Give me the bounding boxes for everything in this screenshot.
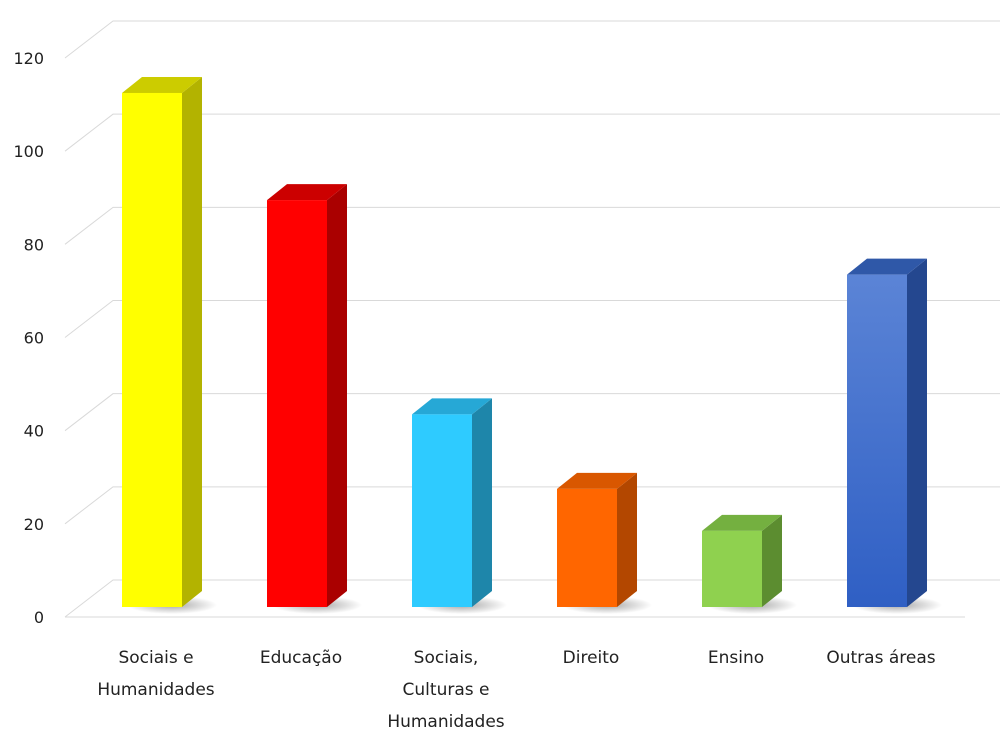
bar-side [472, 398, 492, 607]
y-tick-label: 0 [34, 608, 44, 627]
bar-front [847, 274, 907, 607]
x-tick-label: Outras áreas [826, 648, 935, 668]
y-tick-label: 100 [13, 142, 44, 161]
gridline [64, 20, 1000, 59]
x-tick-label: Sociais, Culturas e Humanidades [387, 648, 504, 732]
x-tick-label-line: Humanidades [97, 680, 214, 700]
x-tick-label-line: Sociais, [414, 648, 479, 668]
bar [267, 184, 362, 614]
bar-side [617, 472, 637, 607]
bar-front [267, 200, 327, 607]
bar [412, 398, 507, 614]
bar-top [412, 398, 492, 415]
gridlines [64, 20, 1000, 618]
bars [122, 76, 942, 614]
gridline [64, 113, 1000, 152]
x-tick-label-line: Ensino [708, 648, 764, 668]
bar [122, 76, 217, 614]
bar [557, 472, 652, 614]
bar-top [847, 258, 927, 275]
x-axis: Sociais e Humanidades Educação Sociais, Cult… [97, 648, 935, 732]
x-tick-label: Ensino [708, 648, 764, 668]
bar-front [412, 414, 472, 607]
bar-front [122, 92, 182, 607]
gridline [64, 300, 1000, 338]
x-tick-label: Educação [260, 648, 342, 668]
bar-side [182, 76, 202, 607]
gridline [64, 393, 1000, 432]
x-tick-label-line: Educação [260, 648, 342, 668]
bar-front [557, 488, 617, 607]
bar-top [122, 76, 202, 93]
bar-side [907, 258, 927, 607]
x-tick-label: Sociais e Humanidades [97, 648, 214, 700]
bar-top [557, 472, 637, 489]
y-tick-label: 60 [24, 329, 44, 348]
bar [702, 514, 797, 614]
x-tick-label-line: Sociais e [118, 648, 193, 668]
x-tick-label-line: Direito [563, 648, 620, 668]
x-tick-label: Direito [563, 648, 620, 668]
x-tick-label-line: Culturas e [403, 680, 490, 700]
y-tick-label: 20 [24, 515, 44, 534]
y-tick-label: 120 [13, 49, 44, 68]
bar [847, 258, 942, 614]
gridline [64, 486, 1000, 525]
x-tick-label-line: Humanidades [387, 712, 504, 732]
y-tick-label: 80 [24, 235, 44, 254]
y-axis: 0 20 40 60 80 100 120 [13, 49, 44, 627]
gridline [64, 206, 1000, 245]
x-tick-label-line: Outras áreas [826, 648, 935, 668]
bar-top [702, 514, 782, 531]
bar-front [702, 530, 762, 607]
bar-side [762, 514, 782, 607]
bar-side [327, 184, 347, 607]
bar-top [267, 184, 347, 201]
y-tick-label: 40 [24, 422, 44, 441]
